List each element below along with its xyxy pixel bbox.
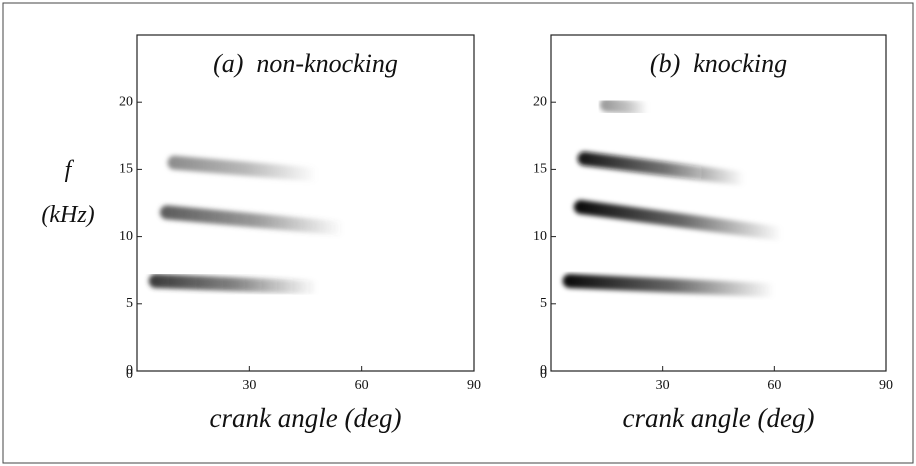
plot-frame: [136, 34, 475, 372]
ridge: [148, 273, 324, 295]
ridge: [167, 155, 324, 182]
y-tick-label: 15: [119, 162, 133, 177]
ridge: [159, 205, 350, 236]
panel-title: (b) knocking: [650, 49, 787, 78]
y-tick-label: 20: [533, 94, 547, 109]
x-tick-label: 30: [242, 378, 256, 393]
x-tick-label: 0: [540, 367, 547, 382]
y-tick-label: 0: [540, 363, 547, 378]
x-tick-label: 90: [467, 378, 481, 393]
ridge: [577, 151, 752, 186]
y-tick-label: 10: [533, 229, 547, 244]
y-tick-label: 5: [126, 296, 133, 311]
y-axis-label: (kHz): [41, 202, 94, 228]
ridge: [599, 97, 655, 116]
x-tick-label: 0: [126, 367, 133, 382]
x-tick-label: 90: [879, 378, 893, 393]
x-tick-label: 30: [656, 378, 670, 393]
x-axis-label: crank angle (deg): [210, 403, 402, 433]
plot-frame: [550, 34, 887, 372]
x-axis-label: crank angle (deg): [623, 403, 815, 433]
y-tick-label: 10: [119, 229, 133, 244]
y-tick-label: 15: [533, 162, 547, 177]
y-axis-label: f: [65, 157, 75, 183]
y-tick-label: 0: [126, 363, 133, 378]
ridge: [573, 200, 789, 241]
ridge: [562, 273, 782, 298]
x-tick-label: 60: [767, 378, 781, 393]
x-tick-label: 60: [355, 378, 369, 393]
y-tick-label: 20: [119, 94, 133, 109]
y-tick-label: 5: [540, 296, 547, 311]
panel-title: (a) non-knocking: [213, 49, 398, 78]
